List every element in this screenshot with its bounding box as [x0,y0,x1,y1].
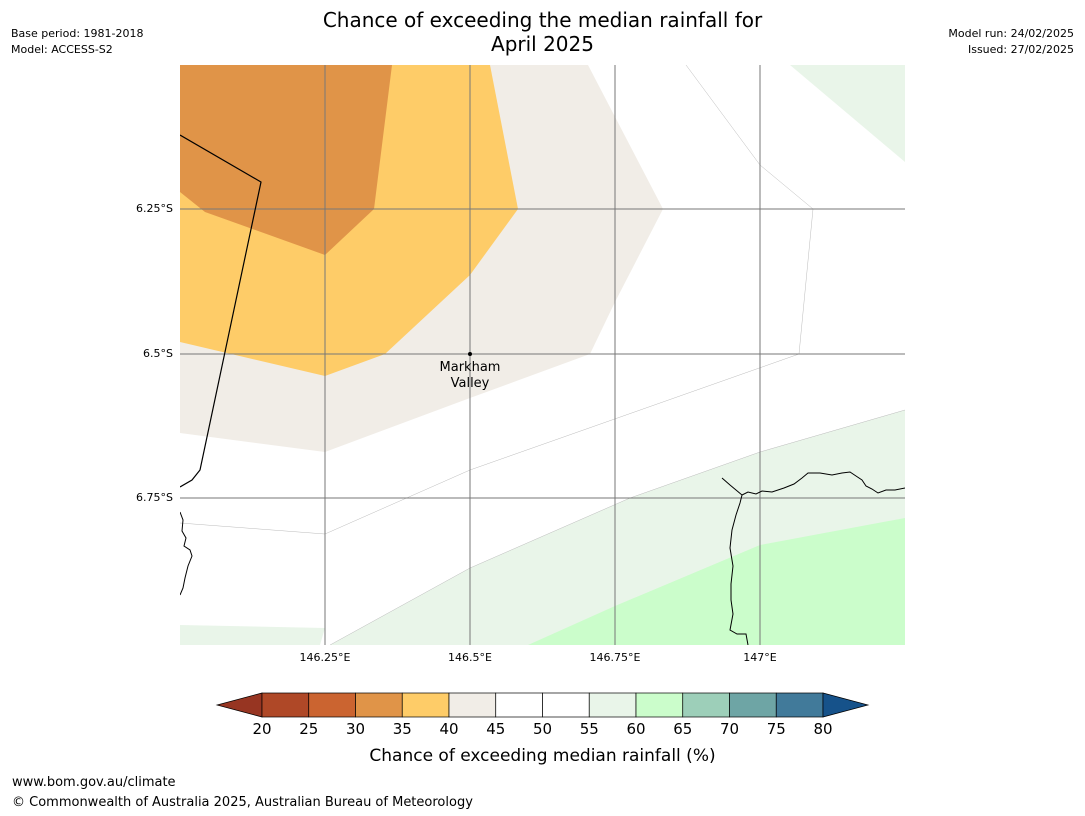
issued-date: Issued: 27/02/2025 [967,43,1074,56]
zone-55-60-northeast [790,65,905,162]
colorbar-tick-label: 65 [673,720,693,738]
colorbar-tick-label: 20 [252,720,272,738]
colorbar-tick-label: 40 [439,720,459,738]
x-tick-147e: 147°E [743,651,777,664]
colorbar-tick-label: 55 [579,720,599,738]
colorbar-swatch [448,692,497,718]
model-run: Model run: 24/02/2025 [948,27,1074,40]
meta-right: Model run: 24/02/2025 Issued: 27/02/2025 [948,26,1074,58]
colorbar-swatch [495,692,543,718]
zone-60-65 [528,518,905,645]
colorbar-tick-label: 45 [486,720,506,738]
footer-url: www.bom.gov.au/climate [12,775,176,790]
colorbar-swatch [261,692,310,718]
colorbar-swatch [542,692,590,718]
colorbar-swatch [635,692,684,718]
colorbar-under-arrow [215,692,263,718]
colorbar-swatch [729,692,777,718]
colorbar-swatch [308,692,356,718]
gridlines [180,65,905,645]
x-tick-146-5e: 146.5°E [448,651,492,664]
x-tick-146-25e: 146.25°E [299,651,351,664]
footer-copyright: © Commonwealth of Australia 2025, Austra… [12,795,473,810]
colorbar-over-arrow [822,692,870,718]
colorbar-swatch [775,692,824,718]
colorbar-tick-label: 50 [532,720,553,738]
place-label-line-2: Valley [450,376,490,391]
coastline-north [741,471,905,496]
border-line [180,134,262,488]
colorbar-tick-label: 30 [345,720,366,738]
zone-30-35 [180,65,392,255]
colorbar-tick-label: 80 [813,720,833,738]
model-name: Model: ACCESS-S2 [11,43,113,56]
colorbar-tick-label: 25 [299,720,319,738]
colorbar-title: Chance of exceeding median rainfall (%) [369,746,716,766]
colorbar-tick-label: 60 [626,720,646,738]
colorbar-swatch [682,692,730,718]
colorbar-swatch [401,692,450,718]
meta-left: Base period: 1981-2018 Model: ACCESS-S2 [11,26,143,58]
colorbar-tick-label: 75 [766,720,786,738]
colorbar-tick-label: 35 [392,720,412,738]
title-line-1: Chance of exceeding the median rainfall … [322,8,763,32]
place-label-markham-valley: Markham Valley [420,360,520,392]
place-label-line-1: Markham [439,360,501,375]
zone-55-60-southwest [180,625,325,645]
chart-title: Chance of exceeding the median rainfall … [0,8,1085,56]
base-period: Base period: 1981-2018 [11,27,144,40]
coastline-east [721,477,749,645]
colorbar-tick-label: 70 [719,720,740,738]
colorbar-swatch [588,692,637,718]
coastline-west [180,511,193,596]
colorbar-swatch [355,692,403,718]
title-line-2: April 2025 [491,32,594,56]
markham-valley-marker [468,352,472,356]
x-tick-146-75e: 146.75°E [589,651,641,664]
y-tick-6-25s: 6.25°S [136,202,173,215]
y-tick-6-75s: 6.75°S [136,491,173,504]
y-tick-6-5s: 6.5°S [143,347,173,360]
